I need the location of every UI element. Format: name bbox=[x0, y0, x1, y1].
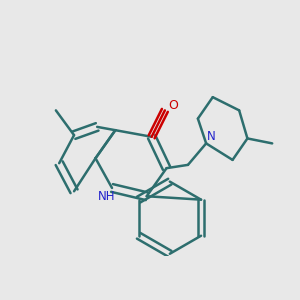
Text: N: N bbox=[207, 130, 215, 143]
Text: O: O bbox=[168, 99, 178, 112]
Text: NH: NH bbox=[98, 190, 116, 203]
